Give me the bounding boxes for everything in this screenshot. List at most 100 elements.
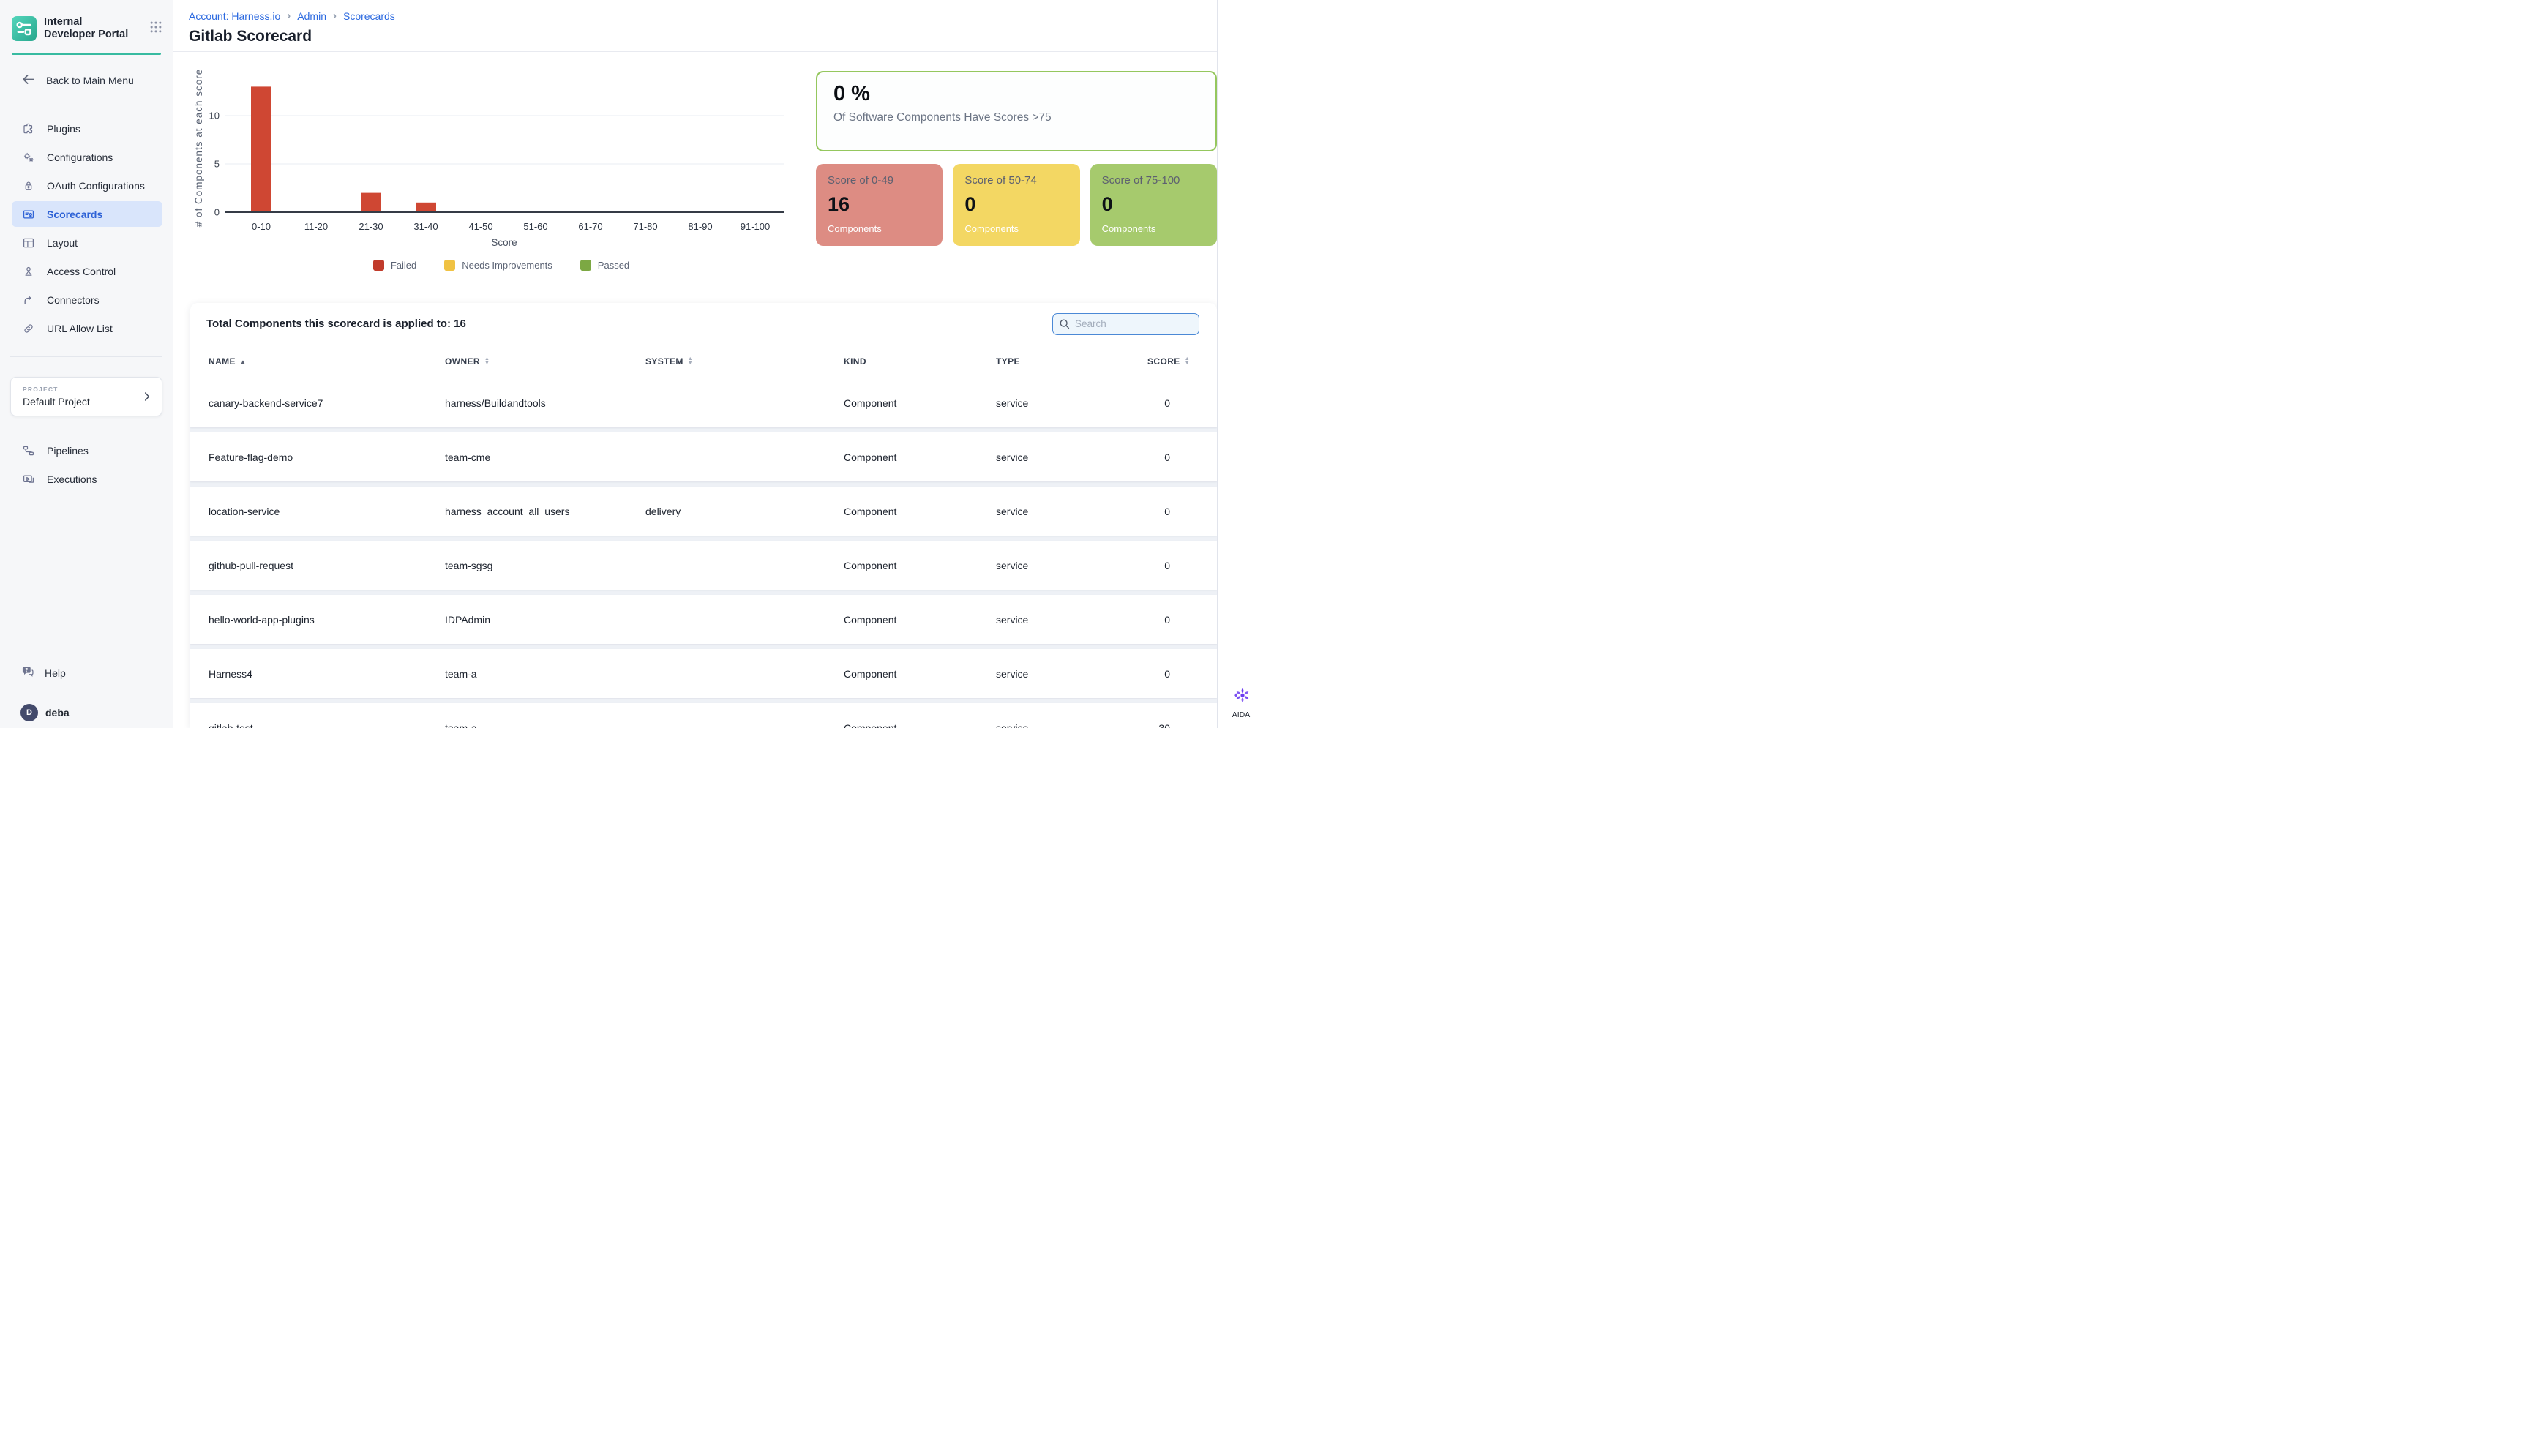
sidebar-item-pipelines[interactable]: Pipelines xyxy=(12,438,162,463)
lock-icon xyxy=(22,179,35,192)
cell-name: Feature-flag-demo xyxy=(209,451,293,463)
sidebar-item-scorecards[interactable]: Scorecards xyxy=(12,201,162,227)
svg-text:?: ? xyxy=(25,667,28,673)
aida-label: AIDA xyxy=(1232,710,1251,719)
back-label: Back to Main Menu xyxy=(46,74,134,86)
cell-kind: Component xyxy=(844,613,897,626)
svg-text:51-60: 51-60 xyxy=(523,221,547,232)
link-icon xyxy=(22,322,35,335)
column-header-owner[interactable]: OWNER ▲ ▼ xyxy=(445,356,490,367)
sort-icon: ▲ ▼ xyxy=(484,356,490,366)
sidebar-item-executions[interactable]: Executions xyxy=(12,466,162,492)
summary-cards: 0 % Of Software Components Have Scores >… xyxy=(816,71,1217,303)
project-selector[interactable]: PROJECT Default Project xyxy=(10,377,162,416)
components-table-card: Total Components this scorecard is appli… xyxy=(190,303,1217,728)
table-row[interactable]: Feature-flag-demo team-cme Component servic… xyxy=(190,432,1217,481)
cell-owner: IDPAdmin xyxy=(445,613,490,626)
avatar: D xyxy=(20,703,38,721)
legend-swatch xyxy=(444,260,456,271)
help-button[interactable]: ? Help xyxy=(12,660,161,686)
breadcrumb-admin[interactable]: Admin xyxy=(297,10,326,22)
cell-name: github-pull-request xyxy=(209,559,293,571)
table-row[interactable]: gitlab-test team-a Component service 30 xyxy=(190,703,1217,728)
cell-type: service xyxy=(996,613,1029,626)
score-card-value: 0 xyxy=(1101,193,1113,215)
page-title: Gitlab Scorecard xyxy=(189,28,312,45)
sidebar-item-label: Pipelines xyxy=(47,444,89,457)
breadcrumb-account[interactable]: Account: Harness.io xyxy=(189,10,281,22)
breadcrumb-scorecards[interactable]: Scorecards xyxy=(342,10,395,22)
pipelines-icon xyxy=(22,444,35,457)
sidebar-item-connectors[interactable]: Connectors xyxy=(12,287,162,312)
table-row[interactable]: canary-backend-service7 harness/Buildandt… xyxy=(190,378,1217,427)
sidebar-item-label: Connectors xyxy=(47,293,100,306)
project-label: PROJECT xyxy=(23,386,59,393)
score-distribution-chart: 0 5 10 0-10 11-20 21-30 31-40 41-50 51-60 61-70 71… xyxy=(183,66,805,303)
puzzle-icon xyxy=(22,122,35,135)
cell-owner: team-a xyxy=(445,721,477,729)
column-header-score[interactable]: SCORE ▲ ▼ xyxy=(1147,356,1191,367)
help-chat-icon: ? xyxy=(20,664,35,681)
breadcrumb-separator: › xyxy=(287,9,291,22)
person-icon xyxy=(22,265,35,278)
table-row[interactable]: github-pull-request team-sgsg Component ser… xyxy=(190,541,1217,590)
score-card-50-74: Score of 50-74 0 Components xyxy=(953,164,1080,246)
chevron-right-icon xyxy=(141,391,153,402)
layout-icon xyxy=(22,236,35,249)
cell-type: service xyxy=(996,667,1029,680)
aida-flower-icon xyxy=(1232,686,1251,708)
help-label: Help xyxy=(45,667,66,679)
column-header-name[interactable]: NAME ▲ xyxy=(209,356,247,367)
table-row[interactable]: hello-world-app-plugins IDPAdmin Component… xyxy=(190,595,1217,644)
svg-text:41-50: 41-50 xyxy=(468,221,492,232)
cell-owner: team-cme xyxy=(445,451,491,463)
aida-button[interactable]: AIDA xyxy=(1232,686,1251,719)
svg-text:61-70: 61-70 xyxy=(578,221,602,232)
page-header: Account: Harness.io › Admin › Scorecards… xyxy=(173,0,1217,52)
cell-owner: team-a xyxy=(445,667,477,680)
legend-swatch xyxy=(372,260,384,271)
cell-type: service xyxy=(996,721,1029,729)
svg-text:31-40: 31-40 xyxy=(413,221,438,232)
cell-type: service xyxy=(996,505,1029,517)
sidebar-item-label: Executions xyxy=(47,473,97,485)
column-header-type: TYPE xyxy=(996,356,1020,367)
cell-score: 0 xyxy=(1164,451,1170,463)
chart-legend: Failed Needs Improvements Passed xyxy=(183,260,805,271)
user-menu[interactable]: D deba xyxy=(12,699,161,725)
cell-score: 0 xyxy=(1164,559,1170,571)
svg-text:11-20: 11-20 xyxy=(304,221,328,232)
cell-owner: team-sgsg xyxy=(445,559,493,571)
sidebar-item-label: Access Control xyxy=(47,265,116,277)
sidebar-item-url-allow-list[interactable]: URL Allow List xyxy=(12,315,162,341)
cell-owner: harness_account_all_users xyxy=(445,505,570,517)
table-header: NAME ▲ OWNER ▲ ▼ SYSTEM ▲ ▼ KIND TYPE SCORE ▲ ▼ xyxy=(190,345,1217,378)
cell-score: 30 xyxy=(1158,721,1170,729)
table-row[interactable]: location-service harness_account_all_user… xyxy=(190,487,1217,536)
sidebar-item-oauth-configurations[interactable]: OAuth Configurations xyxy=(12,173,162,198)
cell-kind: Component xyxy=(844,397,897,409)
score-range-cards: Score of 0-49 16 Components Score of 50-… xyxy=(816,164,1217,246)
score-card-title: Score of 0-49 xyxy=(828,174,894,187)
table-row[interactable]: Harness4 team-a Component service 0 xyxy=(190,649,1217,698)
cell-score: 0 xyxy=(1164,613,1170,626)
sidebar-item-plugins[interactable]: Plugins xyxy=(12,116,162,141)
cell-score: 0 xyxy=(1164,505,1170,517)
score-card-value: 0 xyxy=(964,193,976,215)
apps-grid-icon[interactable] xyxy=(149,20,162,34)
sidebar-item-access-control[interactable]: Access Control xyxy=(12,258,162,284)
column-header-system[interactable]: SYSTEM ▲ ▼ xyxy=(645,356,694,367)
gears-icon xyxy=(22,151,35,164)
back-to-main-menu[interactable]: Back to Main Menu xyxy=(12,67,161,93)
sort-icon: ▲ ▼ xyxy=(1184,356,1191,366)
bar-chart: 0 5 10 0-10 11-20 21-30 31-40 41-50 51-60 61-70 71… xyxy=(193,69,784,248)
sidebar-item-layout[interactable]: Layout xyxy=(12,230,162,255)
legend-swatch xyxy=(580,260,591,271)
sidebar-item-configurations[interactable]: Configurations xyxy=(12,144,162,170)
scorecard-icon xyxy=(22,208,35,221)
cell-score: 0 xyxy=(1164,667,1170,680)
sidebar-item-label: URL Allow List xyxy=(47,322,113,334)
search-input[interactable] xyxy=(1052,312,1199,335)
legend-item: Failed xyxy=(372,260,416,271)
sidebar-menu: Plugins Configurations OAuth Configurati… xyxy=(0,116,173,341)
